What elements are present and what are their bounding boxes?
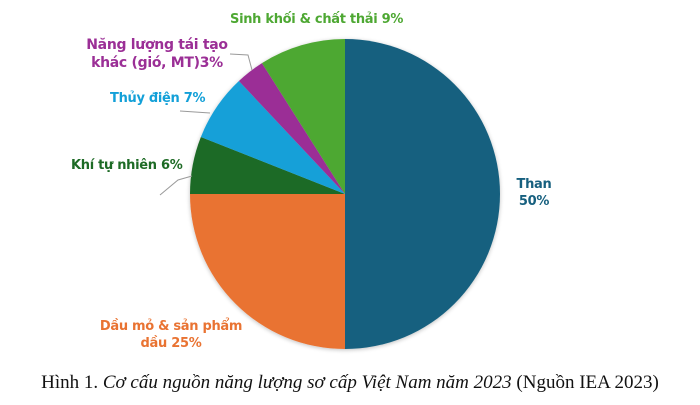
pie-slice [238, 63, 345, 194]
label-than-name: Than [516, 177, 552, 192]
caption-title: Cơ cấu nguồn năng lượng sơ cấp Việt Nam … [102, 372, 512, 393]
caption-prefix: Hình 1. [41, 372, 103, 393]
leader-line-nltt [229, 53, 253, 71]
pie-slice [190, 194, 345, 349]
leader-line-thuy [179, 110, 211, 114]
label-dau-line1: Dầu mỏ & sản phẩm [99, 319, 243, 334]
leader-line-khi [159, 175, 193, 196]
pie-slice [261, 39, 345, 194]
pie-slice [200, 81, 345, 194]
pie-chart [159, 39, 500, 349]
label-than: Than 50% [512, 176, 556, 210]
label-nltt-line2: khác (gió, MT)3% [91, 55, 223, 71]
label-thuy: Thủy điện 7% [110, 91, 206, 106]
label-nltt: Năng lượng tái tạo khác (gió, MT)3% [82, 36, 232, 72]
caption-source: (Nguồn IEA 2023) [511, 372, 659, 393]
label-nltt-line1: Năng lượng tái tạo [86, 37, 228, 53]
label-dau: Dầu mỏ & sản phẩm dầu 25% [96, 318, 246, 352]
pie-slice [190, 136, 345, 194]
label-than-value: 50% [518, 194, 550, 209]
label-sinh: Sinh khối & chất thải 9% [230, 12, 404, 27]
figure-caption: Hình 1. Cơ cấu nguồn năng lượng sơ cấp V… [0, 372, 700, 394]
label-khi: Khí tự nhiên 6% [71, 158, 183, 173]
label-dau-line2: dầu 25% [140, 336, 202, 351]
pie-slice [345, 39, 500, 349]
